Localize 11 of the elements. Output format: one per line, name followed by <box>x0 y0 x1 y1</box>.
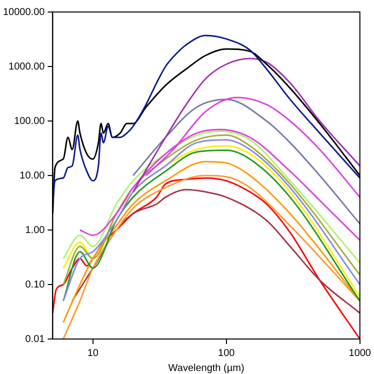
y-tick-label: 1.00 <box>25 224 46 236</box>
y-tick-label: 0.10 <box>25 279 46 290</box>
x-tick-label: 100 <box>218 348 236 359</box>
x-axis-title: Wavelength (µm) <box>168 362 244 374</box>
x-tick-label: 1000 <box>348 348 372 359</box>
y-tick-label: 0.01 <box>25 334 46 345</box>
y-tick-label: 1000.00 <box>8 61 46 72</box>
x-tick-label: 10 <box>87 348 99 359</box>
y-tick-label: 10000.00 <box>2 6 46 18</box>
y-tick-label: 100.00 <box>14 116 46 127</box>
y-tick-label: 10.00 <box>20 170 46 182</box>
